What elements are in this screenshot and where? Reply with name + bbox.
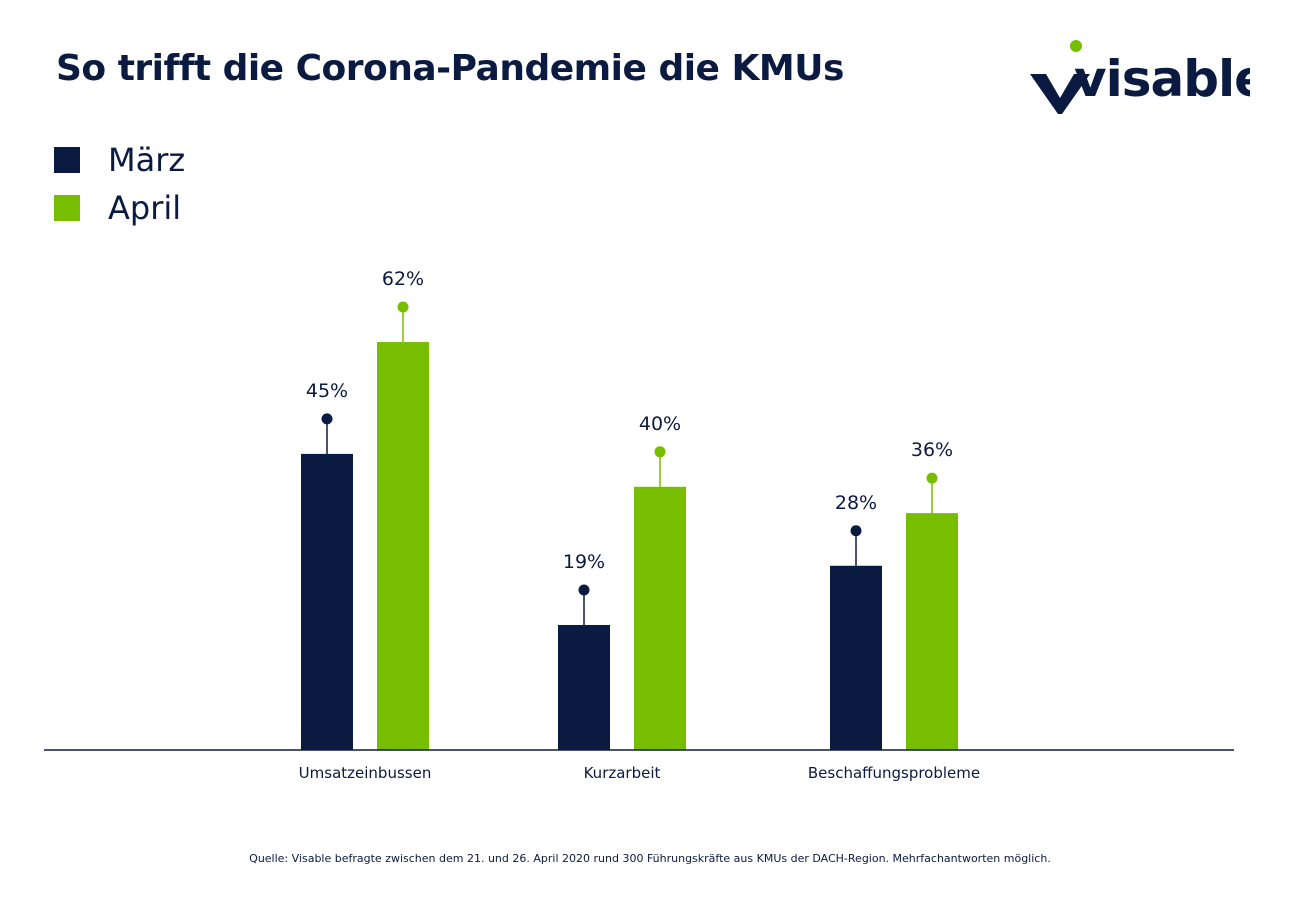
- data-label-maerz-beschaffungsprobleme: 28%: [835, 492, 877, 514]
- data-label-april-kurzarbeit: 40%: [639, 413, 681, 435]
- data-label-maerz-kurzarbeit: 19%: [563, 551, 605, 573]
- chart-title: So trifft die Corona-Pandemie die KMUs: [56, 48, 844, 89]
- category-label-beschaffungsprobleme: Beschaffungsprobleme: [808, 764, 980, 782]
- legend-swatch-april: [54, 195, 80, 221]
- bar-maerz-kurzarbeit: [558, 624, 610, 750]
- marker-maerz-umsatzeinbussen: [321, 413, 333, 425]
- logo-wordmark: visable: [1074, 50, 1250, 108]
- category-label-umsatzeinbussen: Umsatzeinbussen: [299, 764, 432, 782]
- marker-maerz-kurzarbeit: [578, 584, 590, 596]
- marker-april-kurzarbeit: [654, 446, 666, 458]
- legend: März April: [54, 136, 185, 232]
- bar-april-beschaffungsprobleme: [906, 513, 958, 750]
- data-label-april-beschaffungsprobleme: 36%: [911, 439, 953, 461]
- legend-label-april: April: [108, 189, 182, 227]
- visable-logo-icon: [1030, 74, 1090, 114]
- marker-april-beschaffungsprobleme: [926, 472, 938, 484]
- source-note: Quelle: Visable befragte zwischen dem 21…: [249, 852, 1051, 865]
- data-label-maerz-umsatzeinbussen: 45%: [306, 380, 348, 402]
- bar-maerz-umsatzeinbussen: [301, 453, 353, 750]
- legend-item-april: April: [54, 184, 185, 232]
- marker-maerz-beschaffungsprobleme: [850, 525, 862, 537]
- bar-april-umsatzeinbussen: [377, 342, 429, 750]
- legend-swatch-maerz: [54, 147, 80, 173]
- category-label-kurzarbeit: Kurzarbeit: [584, 764, 661, 782]
- legend-label-maerz: März: [108, 141, 186, 179]
- legend-item-maerz: März: [54, 136, 185, 184]
- data-label-april-umsatzeinbussen: 62%: [382, 268, 424, 290]
- marker-april-umsatzeinbussen: [397, 301, 409, 313]
- visable-logo: visable: [1030, 40, 1250, 114]
- bar-maerz-beschaffungsprobleme: [830, 565, 882, 750]
- bar-april-kurzarbeit: [634, 486, 686, 750]
- logo-dot: [1070, 40, 1082, 52]
